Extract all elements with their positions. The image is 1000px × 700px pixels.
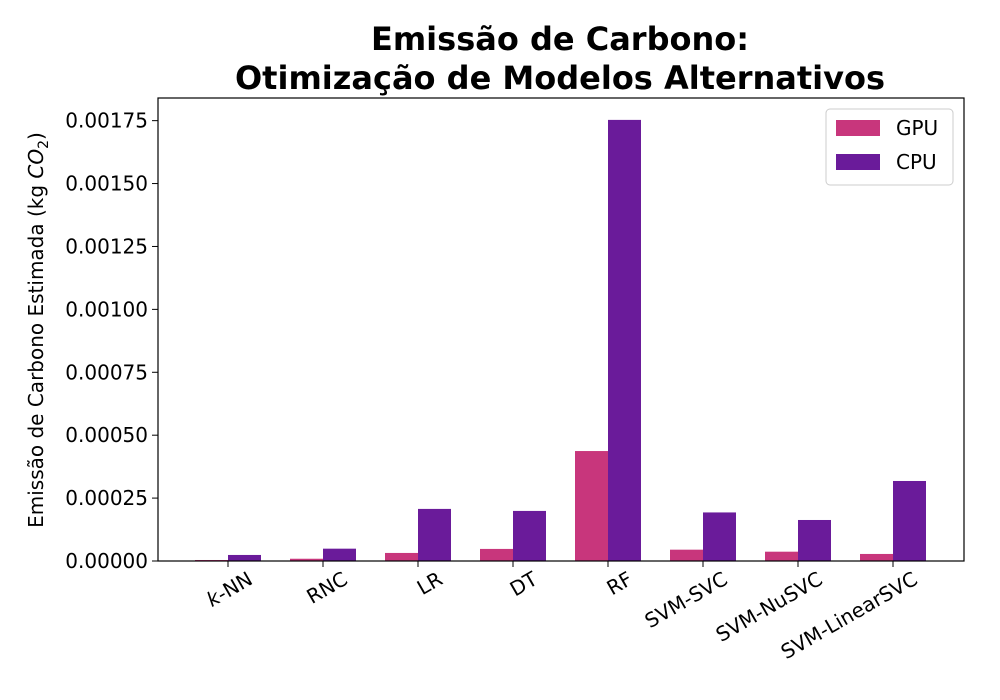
y-tick-label: 0.00000 <box>65 549 148 573</box>
bar-gpu-rf <box>575 451 608 561</box>
bar-cpu-rnc <box>323 548 356 561</box>
x-tick-label-rnc: RNC <box>302 567 351 609</box>
y-tick-label: 0.00150 <box>65 172 148 196</box>
y-tick-label: 0.00025 <box>65 486 148 510</box>
bar-gpu-lr <box>385 552 418 561</box>
bar-gpu-dt <box>480 548 513 561</box>
bar-gpu-svm-linearsvc <box>860 553 893 561</box>
x-tick-label-rf: RF <box>602 567 636 600</box>
x-tick-label-dt: DT <box>506 566 543 601</box>
y-tick-label: 0.00175 <box>65 109 148 133</box>
legend-label-cpu: CPU <box>896 150 937 174</box>
x-tick-label-lr: LR <box>413 566 447 599</box>
legend: GPU CPU <box>825 108 954 186</box>
bar-cpu-svm-linearsvc <box>893 480 926 561</box>
bar-gpu-svm-nusvc <box>765 551 798 561</box>
bar-cpu-rf <box>608 119 641 561</box>
legend-label-gpu: GPU <box>896 116 938 140</box>
legend-swatch-cpu <box>836 154 880 170</box>
bar-cpu-lr <box>418 508 451 561</box>
plot-frame <box>157 97 965 562</box>
chart-title-line-2: Otimização de Modelos Alternativos <box>235 59 885 97</box>
y-tick-label: 0.00075 <box>65 360 148 384</box>
bar-gpu-svm-svc <box>670 549 703 561</box>
y-axis-label: Emissão de Carbono Estimada (kg CO2) <box>24 132 52 528</box>
x-tick-label-k-nn: k-NN <box>202 567 256 612</box>
bar-cpu-dt <box>513 510 546 561</box>
y-tick-label: 0.00125 <box>65 234 148 258</box>
chart-title-line-1: Emissão de Carbono: <box>371 20 749 58</box>
bar-cpu-k-nn <box>228 554 261 561</box>
y-tick-label: 0.00050 <box>65 423 148 447</box>
bar-cpu-svm-svc <box>703 512 736 561</box>
bar-gpu-rnc <box>290 558 323 561</box>
legend-swatch-gpu <box>836 120 880 136</box>
bar-cpu-svm-nusvc <box>798 519 831 561</box>
y-tick-label: 0.00100 <box>65 297 148 321</box>
